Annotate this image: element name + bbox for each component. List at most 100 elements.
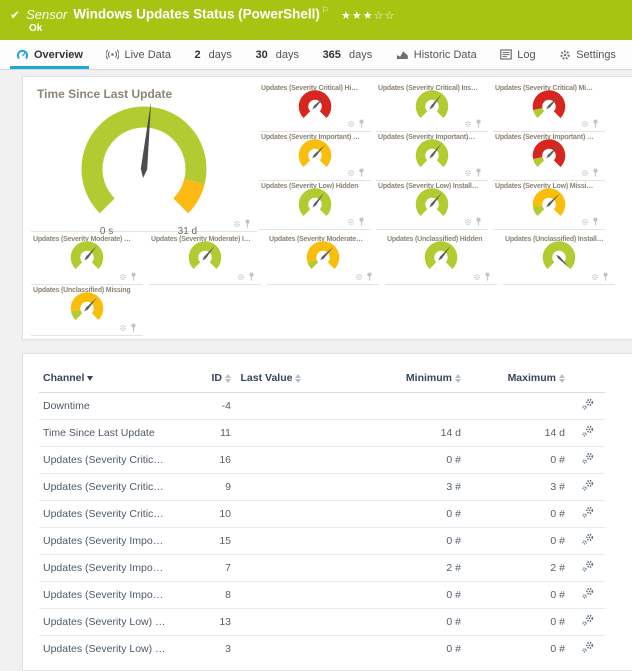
column-header-last-value[interactable]: Last Value	[235, 362, 307, 393]
pin-icon[interactable]	[358, 217, 365, 226]
gauge-min-label: 0 s	[100, 226, 113, 237]
channel-name[interactable]: Updates (Severity Impo…	[43, 589, 164, 601]
edit-channel-icon[interactable]	[581, 560, 594, 573]
table-row: Updates (Severity Low) … 13 0 #0 #	[39, 608, 605, 636]
tab-historic-data[interactable]: Historic Data	[386, 40, 487, 69]
gauge-tile-title: Updates (Severity Critical) Ins…	[378, 85, 478, 92]
pin-icon[interactable]	[592, 119, 599, 128]
channel-last-value	[235, 527, 307, 555]
gauges-panel: Time Since Last Update 0 s 31 d Updates (…	[22, 76, 632, 340]
gauge-tile-title: Updates (Severity Critical) Mi…	[495, 85, 593, 92]
gauge-svg	[532, 139, 566, 167]
gear-icon[interactable]	[473, 273, 481, 281]
pin-icon[interactable]	[475, 217, 482, 226]
gauge-tile: Updates (Severity Critical) Mi…	[493, 83, 605, 132]
channel-name[interactable]: Updates (Severity Low) …	[43, 643, 166, 655]
channel-name[interactable]: Updates (Severity Impo…	[43, 562, 164, 574]
gauge-svg	[415, 188, 449, 216]
channel-name[interactable]: Updates (Severity Critic…	[43, 481, 164, 493]
page-title: Windows Updates Status (PowerShell)⚐	[73, 5, 330, 22]
channel-name[interactable]: Downtime	[43, 400, 90, 412]
pin-icon[interactable]	[475, 119, 482, 128]
pin-icon[interactable]	[592, 217, 599, 226]
historic-chart-icon	[396, 51, 408, 59]
column-header-minimum[interactable]: Minimum	[307, 362, 465, 393]
broadcast-icon	[106, 49, 120, 60]
pin-icon[interactable]	[130, 272, 137, 281]
gear-icon[interactable]	[355, 273, 363, 281]
edit-channel-icon[interactable]	[581, 587, 594, 600]
channel-name[interactable]: Updates (Severity Low) …	[43, 616, 166, 628]
channel-name[interactable]: Time Since Last Update	[43, 427, 155, 439]
gear-icon[interactable]	[347, 218, 355, 226]
table-row: Updates (Severity Low) … 3 0 #0 #	[39, 635, 605, 662]
gear-icon[interactable]	[119, 273, 127, 281]
pin-icon[interactable]	[484, 272, 491, 281]
pin-icon[interactable]	[248, 272, 255, 281]
channels-table: Channel ID Last Value Minimum Maximum Downti…	[39, 362, 605, 662]
channel-maximum: 0 #	[465, 527, 569, 555]
channel-last-value	[235, 392, 307, 420]
gear-icon[interactable]	[581, 218, 589, 226]
tab-live-data[interactable]: Live Data	[96, 40, 180, 69]
gear-icon[interactable]	[591, 273, 599, 281]
pin-icon[interactable]	[602, 272, 609, 281]
gear-icon[interactable]	[581, 120, 589, 128]
edit-channel-icon[interactable]	[581, 425, 594, 438]
gauge-svg	[306, 241, 340, 269]
pin-icon[interactable]	[366, 272, 373, 281]
channel-minimum: 0 #	[307, 500, 465, 528]
edit-channel-icon[interactable]	[581, 506, 594, 519]
gauge-svg	[532, 90, 566, 118]
gauge-tile: Updates (Severity Moderate…	[267, 234, 379, 285]
channel-last-value	[235, 419, 307, 447]
column-header-maximum[interactable]: Maximum	[465, 362, 569, 393]
pin-icon[interactable]	[244, 219, 251, 228]
tab-overview[interactable]: Overview	[6, 40, 93, 69]
channel-minimum: 0 #	[307, 581, 465, 609]
gauge-tile: Updates (Severity Moderate) …	[31, 234, 143, 285]
gear-icon[interactable]	[347, 120, 355, 128]
pin-icon[interactable]	[475, 168, 482, 177]
gauge-tile: Updates (Severity Low) Hidden	[259, 181, 371, 230]
pin-icon[interactable]	[592, 168, 599, 177]
gear-icon[interactable]	[464, 120, 472, 128]
gear-icon[interactable]	[119, 324, 127, 332]
tab-2-days[interactable]: 2 days	[194, 48, 232, 61]
tab-30-days[interactable]: 30 days	[255, 48, 300, 61]
gear-icon[interactable]	[237, 273, 245, 281]
table-row: Downtime -4	[39, 392, 605, 420]
channel-name[interactable]: Updates (Severity Impo…	[43, 535, 164, 547]
column-header-id[interactable]: ID	[189, 362, 235, 393]
edit-channel-icon[interactable]	[581, 452, 594, 465]
channel-id: 15	[189, 527, 235, 555]
gauge-tile: Updates (Severity Important)…	[376, 132, 488, 181]
table-row: Updates (Severity Critic… 9 3 #3 #	[39, 473, 605, 501]
edit-channel-icon[interactable]	[581, 641, 594, 654]
gear-icon[interactable]	[233, 220, 241, 228]
pin-icon[interactable]	[130, 323, 137, 332]
edit-channel-icon[interactable]	[581, 479, 594, 492]
gear-icon[interactable]	[464, 169, 472, 177]
gear-icon[interactable]	[347, 169, 355, 177]
channel-name[interactable]: Updates (Severity Critic…	[43, 454, 164, 466]
channels-table-panel: Channel ID Last Value Minimum Maximum Downti…	[22, 353, 632, 671]
gear-icon[interactable]	[581, 169, 589, 177]
channel-name[interactable]: Updates (Severity Critic…	[43, 508, 164, 520]
rating-stars[interactable]: ★★★☆☆	[341, 9, 396, 22]
channel-minimum: 0 #	[307, 608, 465, 636]
pin-icon[interactable]	[358, 168, 365, 177]
edit-channel-icon[interactable]	[581, 398, 594, 411]
tab-settings[interactable]: Settings	[549, 40, 626, 69]
column-header-channel[interactable]: Channel	[39, 362, 189, 393]
channel-maximum: 0 #	[465, 500, 569, 528]
pin-icon[interactable]	[358, 119, 365, 128]
gear-icon[interactable]	[464, 218, 472, 226]
flag-icon[interactable]: ⚐	[320, 5, 330, 15]
tab-log[interactable]: Log	[490, 40, 545, 69]
tab-365-days[interactable]: 365 days	[322, 48, 373, 61]
edit-channel-icon[interactable]	[581, 614, 594, 627]
gauge-svg	[298, 139, 332, 167]
channel-maximum: 0 #	[465, 446, 569, 474]
edit-channel-icon[interactable]	[581, 533, 594, 546]
